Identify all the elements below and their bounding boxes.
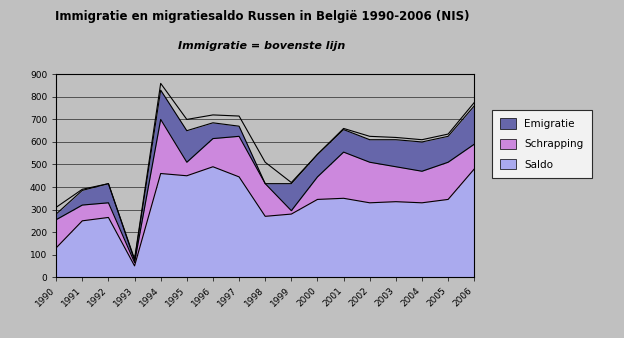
Text: Immigratie en migratiesaldo Russen in België 1990-2006 (NIS): Immigratie en migratiesaldo Russen in Be…	[55, 10, 469, 23]
Text: Immigratie = bovenste lijn: Immigratie = bovenste lijn	[178, 41, 346, 51]
Legend: Emigratie, Schrapping, Saldo: Emigratie, Schrapping, Saldo	[492, 110, 592, 178]
